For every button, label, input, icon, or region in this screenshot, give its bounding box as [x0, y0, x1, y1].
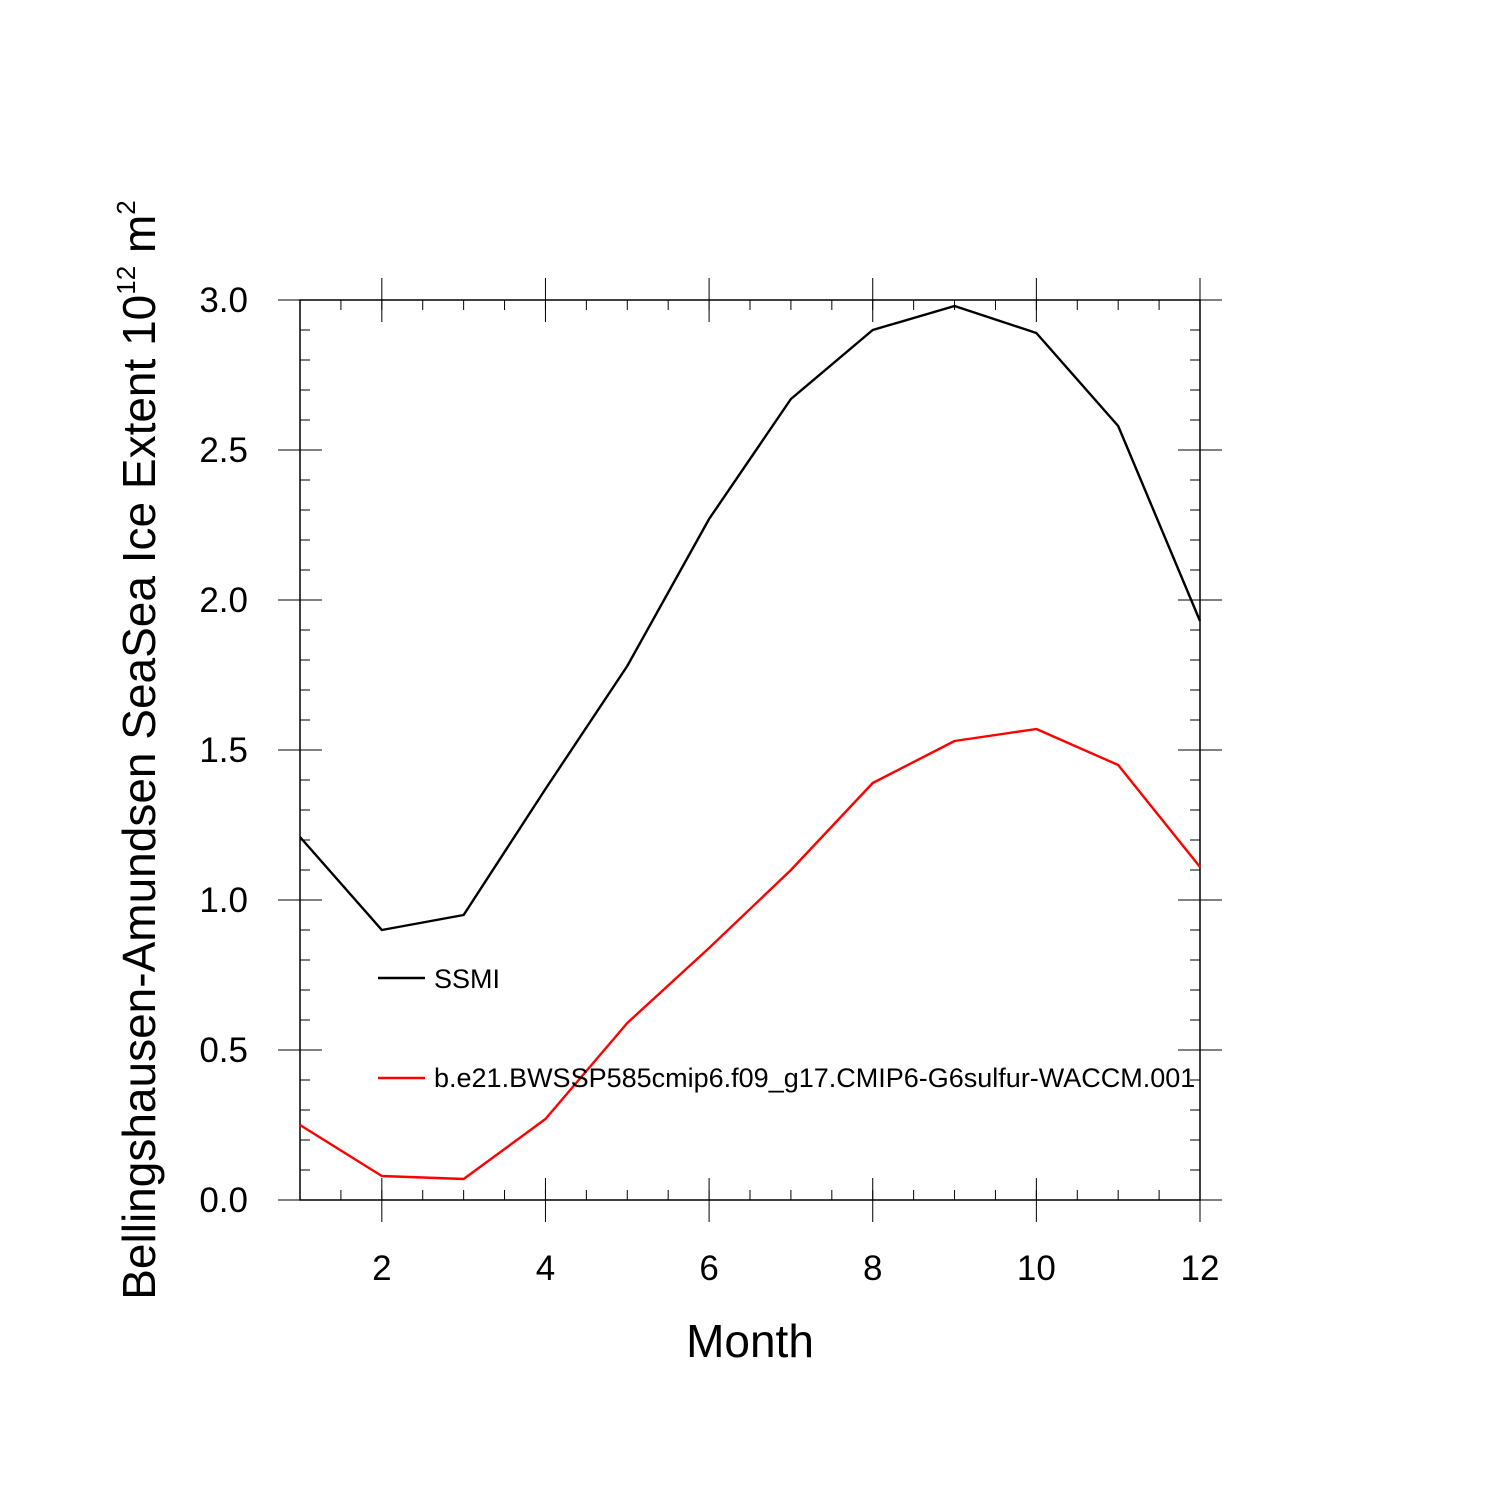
y-tick-label: 2.5 [199, 431, 248, 470]
x-tick-label: 8 [863, 1249, 882, 1288]
series-line-ssmi [299, 304, 1202, 932]
y-tick-label: 0.0 [199, 1181, 248, 1220]
y-tick-label: 0.5 [199, 1031, 248, 1070]
x-axis-title: Month [686, 1315, 814, 1367]
x-tick-label: 10 [1017, 1249, 1056, 1288]
y-axis-title-main: Bellingshausen-Amundsen SeaSea Ice Exten… [113, 295, 165, 1300]
axis-ticks [278, 278, 1222, 1222]
y-axis-title-unit: m [113, 215, 165, 266]
legend: SSMI b.e21.BWSSP585cmip6.f09_g17.CMIP6-G… [378, 964, 1195, 1093]
x-tick-label: 6 [699, 1249, 718, 1288]
legend-label-ssmi: SSMI [434, 964, 500, 994]
y-tick-label: 1.0 [199, 881, 248, 920]
y-tick-label: 2.0 [199, 581, 248, 620]
series-lines [299, 304, 1202, 1181]
y-tick-label: 3.0 [199, 281, 248, 320]
y-axis-title-exponent: 12 [111, 266, 141, 295]
legend-label-model: b.e21.BWSSP585cmip6.f09_g17.CMIP6-G6sulf… [434, 1063, 1195, 1093]
y-tick-label: 1.5 [199, 731, 248, 770]
x-tick-label: 12 [1181, 1249, 1220, 1288]
x-tick-label: 4 [536, 1249, 555, 1288]
series-line-model [299, 727, 1201, 1181]
axis-tick-labels: 2 4 6 8 10 12 0.0 0.5 1.0 1.5 2.0 2.5 3.0 [199, 281, 1219, 1288]
y-axis-title: Bellingshausen-Amundsen SeaSea Ice Exten… [111, 200, 165, 1300]
y-axis-title-unit-exponent: 2 [111, 200, 141, 214]
x-tick-label: 2 [372, 1249, 391, 1288]
